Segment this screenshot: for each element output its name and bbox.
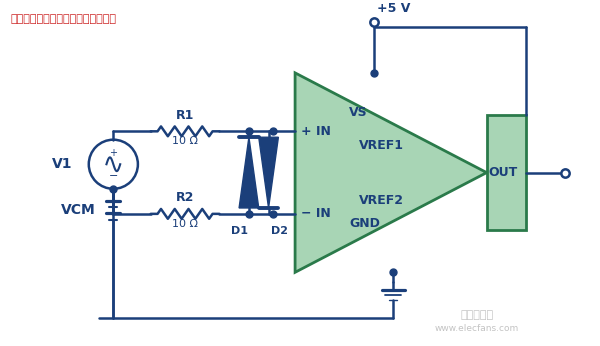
Text: D2: D2	[271, 226, 287, 236]
Text: +5 V: +5 V	[377, 2, 410, 15]
Text: OUT: OUT	[488, 166, 518, 179]
Text: 10 Ω: 10 Ω	[172, 136, 198, 146]
Text: − IN: − IN	[301, 207, 331, 220]
Text: VREF1: VREF1	[359, 139, 404, 152]
Text: + IN: + IN	[301, 125, 331, 138]
Text: 电子发烧友: 电子发烧友	[460, 310, 493, 320]
Text: www.elecfans.com: www.elecfans.com	[435, 324, 519, 333]
Text: GND: GND	[349, 217, 380, 230]
Polygon shape	[259, 137, 278, 208]
Polygon shape	[239, 137, 259, 208]
Polygon shape	[295, 73, 487, 272]
Text: 10 Ω: 10 Ω	[172, 219, 198, 229]
Text: VCM: VCM	[61, 203, 95, 217]
Text: R2: R2	[176, 191, 194, 204]
Text: R1: R1	[176, 109, 194, 121]
Text: V1: V1	[52, 157, 72, 171]
Bar	[487, 115, 526, 230]
Text: VREF2: VREF2	[359, 194, 404, 207]
Text: 电流检测放大器的差分过压保护电路: 电流检测放大器的差分过压保护电路	[10, 14, 116, 24]
Text: +: +	[109, 148, 118, 158]
Text: D1: D1	[231, 226, 248, 236]
Text: −: −	[109, 171, 118, 181]
Text: VS: VS	[349, 106, 368, 119]
